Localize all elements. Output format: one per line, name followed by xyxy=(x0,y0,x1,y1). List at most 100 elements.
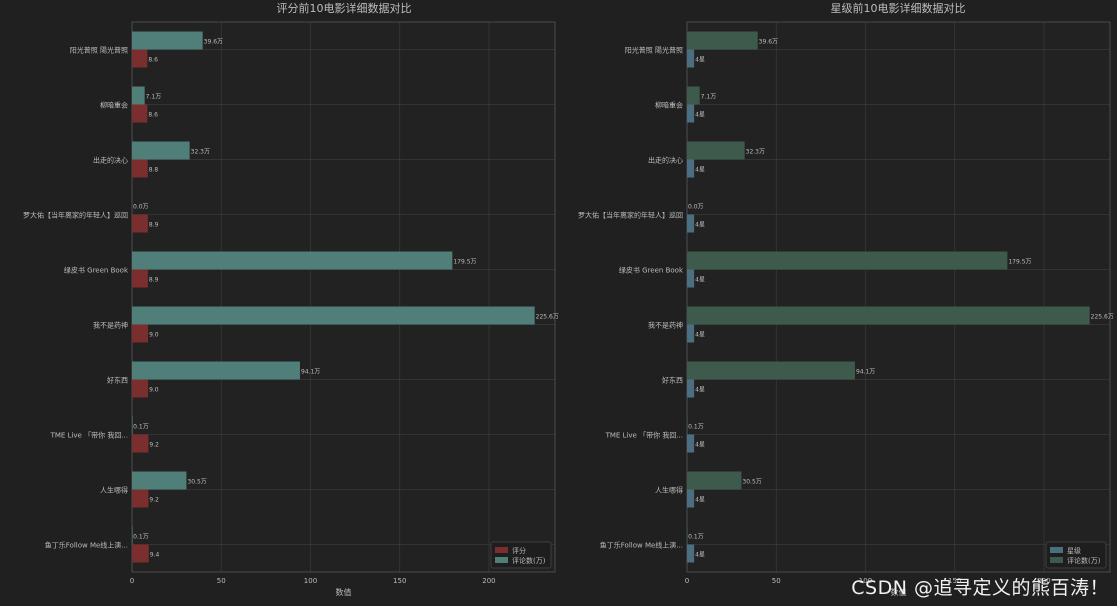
bar-value-label: 179.5万 xyxy=(453,259,476,266)
bar-value-label: 8.6 xyxy=(148,57,158,64)
bar-rating xyxy=(132,49,148,68)
watermark-text: CSDN @追寻定义的熊百涛！ xyxy=(851,577,1109,599)
x-tick-label: 200 xyxy=(482,577,495,585)
x-tick-label: 150 xyxy=(948,577,961,585)
bar-value-label: 225.6万 xyxy=(536,314,559,321)
legend-label: 评论数(万) xyxy=(1067,556,1101,565)
y-tick-label: 罗大佑【当年离家的年轻人】巡回 xyxy=(23,211,128,220)
legend-swatch xyxy=(495,557,508,563)
bar-value-label: 0.1万 xyxy=(688,534,704,541)
bar-value-label: 4星 xyxy=(695,387,705,394)
axes-frame xyxy=(686,21,1111,573)
legend-label: 星级 xyxy=(1067,546,1081,555)
bar-value-label: 0.0万 xyxy=(688,204,704,211)
y-tick-label: 我不是药神 xyxy=(648,321,683,330)
y-tick-label: 阳光普照 陽光普照 xyxy=(625,46,683,55)
y-tick-label: 我不是药神 xyxy=(93,321,128,330)
bar-comments xyxy=(687,86,700,105)
bar-value-label: 4星 xyxy=(695,332,705,339)
chart-title: 星级前10电影详细数据对比 xyxy=(831,1,966,15)
chart-panel-2: 星级前10电影详细数据对比 0 50 100 150 200 数值 阳光普照 陽光普照 39.6… xyxy=(578,1,1114,597)
bar-comments xyxy=(132,306,535,325)
bar-comments xyxy=(132,31,203,50)
bar-value-label: 8.9 xyxy=(149,222,159,229)
bar-value-label: 7.1万 xyxy=(146,94,162,101)
y-tick-label: 绿皮书 Green Book xyxy=(619,266,684,275)
x-tick-label: 0 xyxy=(130,577,134,585)
bar-rating xyxy=(132,269,148,288)
y-tick-label: 鱼丁乐Follow Me线上演... xyxy=(45,541,128,550)
bar-value-label: 4星 xyxy=(695,497,705,504)
bar-stars xyxy=(687,324,695,343)
bar-value-label: 30.5万 xyxy=(187,479,206,486)
bar-stars xyxy=(687,489,695,508)
y-tick-label: 人生哪得 xyxy=(100,486,128,495)
y-tick-label: 柳暗重会 xyxy=(100,101,128,110)
x-tick-label: 50 xyxy=(217,577,226,585)
bar-value-label: 0.0万 xyxy=(133,204,149,211)
bar-rating xyxy=(132,324,149,343)
bar-comments xyxy=(132,471,187,490)
legend-swatch xyxy=(495,547,508,553)
x-tick-label: 0 xyxy=(685,577,689,585)
bar-value-label: 4星 xyxy=(695,112,705,119)
legend-swatch xyxy=(1050,547,1063,553)
bar-value-label: 94.1万 xyxy=(301,369,320,376)
y-tick-label: 人生哪得 xyxy=(655,486,683,495)
bar-comments xyxy=(687,361,855,380)
bar-comments xyxy=(687,31,758,50)
y-tick-label: 绿皮书 Green Book xyxy=(64,266,129,275)
bar-stars xyxy=(687,544,695,563)
bar-rating xyxy=(132,104,148,123)
bar-value-label: 9.2 xyxy=(149,442,159,449)
bar-rating xyxy=(132,489,149,508)
bar-value-label: 94.1万 xyxy=(856,369,875,376)
bar-comments xyxy=(132,141,190,160)
bar-stars xyxy=(687,269,695,288)
bar-value-label: 9.2 xyxy=(149,497,159,504)
bar-rating xyxy=(132,544,149,563)
bar-stars xyxy=(687,379,695,398)
bar-value-label: 4星 xyxy=(695,552,705,559)
x-tick-label: 100 xyxy=(304,577,317,585)
bar-comments xyxy=(687,471,742,490)
chart-title: 评分前10电影详细数据对比 xyxy=(277,1,412,15)
bar-value-label: 8.8 xyxy=(149,167,159,174)
bar-value-label: 39.6万 xyxy=(204,39,223,46)
legend-label: 评论数(万) xyxy=(512,556,546,565)
bar-value-label: 32.3万 xyxy=(746,149,765,156)
plot-area xyxy=(132,22,555,572)
y-tick-label: 好东西 xyxy=(662,376,683,385)
bar-comments xyxy=(687,251,1008,270)
bar-comments xyxy=(132,86,145,105)
bar-value-label: 30.5万 xyxy=(742,479,761,486)
y-tick-label: TME Live 「带你 我回... xyxy=(50,431,128,440)
bar-value-label: 7.1万 xyxy=(701,94,717,101)
bar-stars xyxy=(687,214,695,233)
y-tick-label: TME Live 「带你 我回... xyxy=(605,431,683,440)
x-tick-label: 150 xyxy=(393,577,406,585)
bar-rating xyxy=(132,159,148,178)
x-axis-label: 数值 xyxy=(891,587,907,597)
bar-value-label: 4星 xyxy=(695,167,705,174)
x-tick-label: 100 xyxy=(859,577,872,585)
bar-stars xyxy=(687,434,695,453)
bar-value-label: 0.1万 xyxy=(688,424,704,431)
y-tick-label: 阳光普照 陽光普照 xyxy=(70,46,128,55)
bar-value-label: 9.0 xyxy=(149,387,159,394)
bar-comments xyxy=(687,416,688,435)
y-tick-label: 出走的决心 xyxy=(93,156,128,165)
legend-label: 评分 xyxy=(512,546,526,555)
bar-comments xyxy=(132,416,133,435)
legend-swatch xyxy=(1050,557,1063,563)
y-tick-label: 柳暗重会 xyxy=(655,101,683,110)
bar-value-label: 32.3万 xyxy=(191,149,210,156)
y-tick-label: 出走的决心 xyxy=(648,156,683,165)
bar-rating xyxy=(132,379,149,398)
bar-value-label: 39.6万 xyxy=(759,39,778,46)
bar-comments xyxy=(687,306,1090,325)
bar-comments xyxy=(687,141,745,160)
